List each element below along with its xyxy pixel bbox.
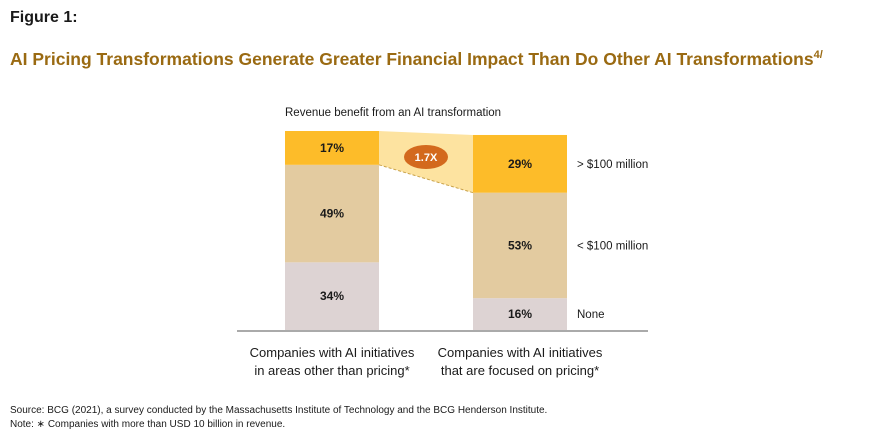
category-label: that are focused on pricing* — [441, 363, 599, 378]
data-label: 29% — [508, 157, 532, 171]
multiplier-label: 1.7X — [415, 152, 438, 164]
figure-title-text: AI Pricing Transformations Generate Grea… — [10, 49, 814, 69]
notes: Source: BCG (2021), a survey conducted b… — [10, 404, 547, 432]
bar-segment — [285, 131, 379, 165]
comparison-band-edge — [378, 164, 474, 194]
footnote: Note: ∗ Companies with more than USD 10 … — [10, 419, 286, 430]
multiplier-badge — [404, 145, 448, 169]
bar-segment — [285, 164, 379, 263]
data-label: 49% — [320, 207, 344, 221]
figure-title: AI Pricing Transformations Generate Grea… — [10, 49, 823, 70]
figure-label: Figure 1: — [10, 9, 78, 26]
bar-segment — [473, 134, 567, 193]
legend-label: > $100 million — [577, 159, 648, 171]
legend-label: < $100 million — [577, 240, 648, 252]
bar-segment — [473, 192, 567, 299]
category-label: Companies with AI initiatives — [438, 345, 603, 360]
bar-segment — [285, 262, 379, 330]
data-label: 34% — [320, 289, 344, 303]
source-note: Source: BCG (2021), a survey conducted b… — [10, 405, 548, 416]
data-label: 53% — [508, 238, 532, 252]
category-label: in areas other than pricing* — [254, 363, 409, 378]
data-label: 17% — [320, 141, 344, 155]
chart-subtitle: Revenue benefit from an AI transformatio… — [285, 107, 501, 119]
data-label: 16% — [508, 307, 532, 321]
legend-label: None — [577, 309, 605, 321]
title-footnote: 4/ — [813, 49, 823, 62]
category-label: Companies with AI initiatives — [250, 345, 415, 360]
bar-segment — [473, 298, 567, 330]
